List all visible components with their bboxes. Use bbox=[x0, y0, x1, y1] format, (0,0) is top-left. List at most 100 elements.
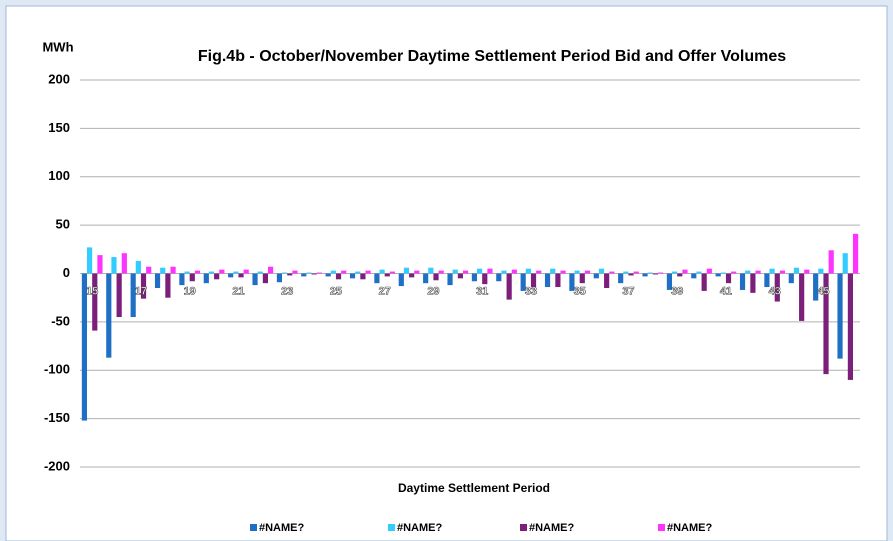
bar bbox=[316, 272, 322, 274]
bar bbox=[555, 273, 561, 288]
bar bbox=[739, 273, 746, 290]
bar bbox=[306, 272, 312, 274]
bar bbox=[165, 273, 171, 298]
bar bbox=[428, 267, 434, 274]
y-tick-label: 100 bbox=[48, 168, 70, 183]
bar bbox=[423, 273, 429, 284]
bar bbox=[325, 273, 331, 277]
bar bbox=[146, 266, 152, 274]
x-tick-label: 25 bbox=[330, 285, 342, 297]
bar bbox=[657, 272, 664, 274]
bar bbox=[267, 266, 274, 274]
bar bbox=[330, 270, 336, 274]
bar bbox=[403, 267, 410, 274]
bar bbox=[779, 270, 786, 274]
x-tick-label: 35 bbox=[574, 285, 586, 297]
bar bbox=[755, 270, 761, 274]
bar bbox=[243, 269, 249, 274]
bar bbox=[287, 273, 293, 276]
y-tick-label: -100 bbox=[44, 362, 70, 377]
y-tick-label: 50 bbox=[56, 217, 70, 232]
bar bbox=[652, 273, 658, 275]
bar bbox=[496, 273, 502, 282]
x-tick-label: 41 bbox=[720, 285, 732, 297]
bar bbox=[823, 273, 829, 375]
bar bbox=[184, 271, 190, 274]
bar bbox=[228, 273, 234, 278]
bar bbox=[81, 273, 88, 421]
bar bbox=[852, 233, 859, 274]
x-axis-title: Daytime Settlement Period bbox=[398, 481, 550, 495]
y-tick-label: 150 bbox=[48, 120, 70, 135]
bar bbox=[111, 257, 117, 274]
bar bbox=[536, 270, 542, 274]
bar bbox=[799, 273, 805, 321]
bar bbox=[189, 273, 195, 282]
bar bbox=[745, 270, 751, 274]
bar bbox=[97, 255, 103, 274]
bar bbox=[160, 267, 166, 274]
bar bbox=[584, 270, 591, 274]
bar bbox=[677, 273, 683, 277]
bar bbox=[447, 273, 453, 286]
y-tick-label: 200 bbox=[48, 71, 70, 86]
y-tick-label: -200 bbox=[44, 458, 70, 473]
bar bbox=[311, 273, 317, 275]
bar bbox=[130, 273, 136, 318]
y-axis-title: MWh bbox=[42, 39, 73, 54]
bar bbox=[642, 273, 648, 277]
x-tick-label: 21 bbox=[232, 285, 244, 297]
chart-title: Fig.4b - October/November Daytime Settle… bbox=[198, 48, 786, 65]
bar bbox=[593, 273, 599, 279]
bar bbox=[374, 273, 380, 284]
x-tick-label: 31 bbox=[476, 285, 488, 297]
bar bbox=[335, 273, 342, 280]
bar bbox=[813, 273, 819, 301]
bar bbox=[530, 273, 537, 288]
bar bbox=[720, 272, 726, 274]
bar bbox=[233, 271, 239, 274]
bar bbox=[414, 270, 420, 274]
bar bbox=[750, 273, 756, 293]
bar bbox=[409, 273, 415, 278]
bar bbox=[788, 273, 794, 284]
legend-swatch bbox=[250, 524, 257, 531]
bar bbox=[682, 269, 688, 274]
bar bbox=[544, 273, 551, 288]
bar bbox=[837, 273, 843, 359]
bar bbox=[701, 273, 707, 291]
bar bbox=[477, 268, 483, 274]
x-tick-label: 27 bbox=[379, 285, 391, 297]
bar bbox=[847, 273, 853, 380]
bar bbox=[179, 273, 185, 286]
bar bbox=[170, 266, 176, 274]
bar bbox=[360, 273, 366, 280]
y-tick-label: -50 bbox=[51, 313, 70, 328]
bar bbox=[140, 273, 147, 299]
bar bbox=[203, 273, 209, 284]
bar bbox=[365, 270, 371, 274]
bar bbox=[262, 273, 268, 284]
bar bbox=[842, 253, 848, 274]
x-tick-label: 33 bbox=[525, 285, 537, 297]
bar bbox=[214, 273, 220, 280]
bar bbox=[769, 268, 775, 274]
legend-label: #NAME? bbox=[259, 522, 305, 534]
bar bbox=[628, 273, 634, 276]
legend-swatch bbox=[520, 524, 527, 531]
bar bbox=[238, 273, 244, 278]
bar bbox=[349, 273, 356, 279]
bar bbox=[252, 273, 258, 286]
bar bbox=[793, 267, 800, 274]
bar bbox=[804, 269, 810, 274]
bar bbox=[672, 271, 678, 274]
bar bbox=[574, 270, 580, 274]
bar bbox=[355, 271, 361, 274]
x-tick-label: 37 bbox=[622, 285, 634, 297]
bar bbox=[623, 271, 629, 274]
bar bbox=[731, 271, 737, 274]
bar bbox=[379, 269, 385, 274]
bar bbox=[135, 260, 141, 274]
legend-swatch bbox=[658, 524, 665, 531]
